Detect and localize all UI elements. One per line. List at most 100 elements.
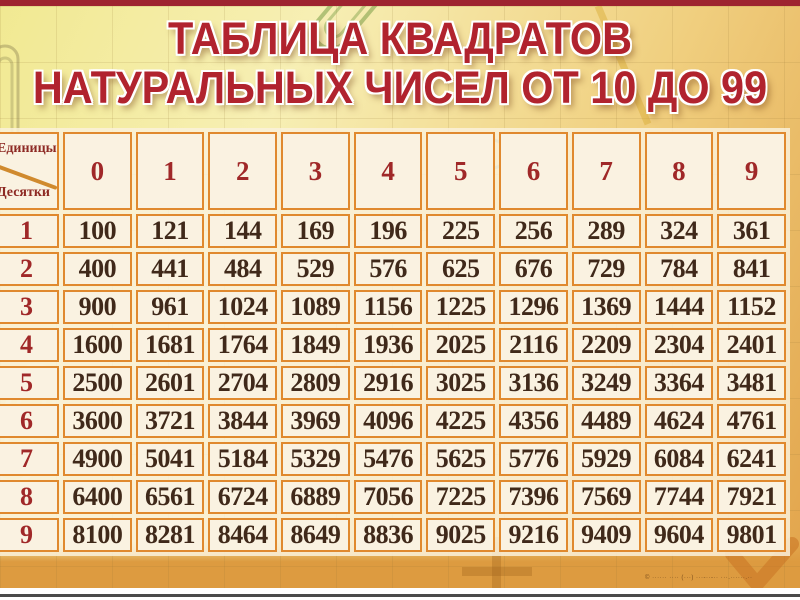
square-cell: 3025 — [426, 366, 496, 400]
square-cell: 1681 — [135, 328, 205, 362]
square-cell: 1444 — [644, 290, 714, 324]
square-cell: 8281 — [135, 518, 205, 552]
square-cell: 2209 — [571, 328, 641, 362]
square-cell: 625 — [426, 252, 496, 286]
square-cell: 7056 — [353, 480, 423, 514]
row-header-1: 1 — [0, 214, 59, 248]
square-cell: 5625 — [426, 442, 496, 476]
square-cell: 4489 — [571, 404, 641, 438]
square-cell: 1936 — [353, 328, 423, 362]
square-cell: 1156 — [353, 290, 423, 324]
col-header-6: 6 — [499, 132, 568, 210]
square-cell: 4225 — [426, 404, 496, 438]
square-cell: 7396 — [499, 480, 568, 514]
square-cell: 1024 — [208, 290, 278, 324]
row-header-4: 4 — [0, 328, 59, 362]
square-cell: 5329 — [281, 442, 350, 476]
square-cell: 484 — [208, 252, 278, 286]
square-cell: 5476 — [353, 442, 423, 476]
square-cell: 100 — [63, 214, 132, 248]
col-header-4: 4 — [353, 132, 423, 210]
square-cell: 4900 — [63, 442, 132, 476]
square-cell: 196 — [353, 214, 423, 248]
square-cell: 729 — [571, 252, 641, 286]
square-cell: 1225 — [426, 290, 496, 324]
bottom-border-line — [0, 594, 800, 597]
square-cell: 2116 — [499, 328, 568, 362]
square-cell: 1849 — [281, 328, 350, 362]
square-cell: 576 — [353, 252, 423, 286]
table-row: 4 1600 1681 1764 1849 1936 2025 2116 2209 2304 240… — [0, 328, 786, 362]
table-row: 8 6400 6561 6724 6889 7056 7225 7396 7569 7744 792… — [0, 480, 786, 514]
square-cell: 121 — [135, 214, 205, 248]
square-cell: 1152 — [717, 290, 786, 324]
square-cell: 5041 — [135, 442, 205, 476]
square-cell: 7225 — [426, 480, 496, 514]
square-cell: 9801 — [717, 518, 786, 552]
square-cell: 2601 — [135, 366, 205, 400]
row-header-5: 5 — [0, 366, 59, 400]
square-cell: 3844 — [208, 404, 278, 438]
square-cell: 9604 — [644, 518, 714, 552]
square-cell: 4096 — [353, 404, 423, 438]
square-cell: 361 — [717, 214, 786, 248]
square-cell: 4761 — [717, 404, 786, 438]
poster-background: ТАБЛИЦА КВАДРАТОВ НАТУРАЛЬНЫХ ЧИСЕЛ ОТ 1… — [0, 6, 800, 588]
square-cell: 5184 — [208, 442, 278, 476]
square-cell: 8100 — [63, 518, 132, 552]
table-row: 5 2500 2601 2704 2809 2916 3025 3136 3249 3364 348… — [0, 366, 786, 400]
col-header-0: 0 — [63, 132, 132, 210]
units-label: Единицы — [0, 141, 57, 156]
square-cell: 169 — [281, 214, 350, 248]
square-cell: 1369 — [571, 290, 641, 324]
square-cell: 2401 — [717, 328, 786, 362]
tens-label: Десятки — [0, 185, 50, 200]
square-cell: 2704 — [208, 366, 278, 400]
square-cell: 784 — [644, 252, 714, 286]
square-cell: 9025 — [426, 518, 496, 552]
square-cell: 900 — [63, 290, 132, 324]
square-cell: 7921 — [717, 480, 786, 514]
table-row: 3 900 961 1024 1089 1156 1225 1296 1369 1444 1152 — [0, 290, 786, 324]
square-cell: 225 — [426, 214, 496, 248]
square-cell: 4356 — [499, 404, 568, 438]
square-cell: 441 — [135, 252, 205, 286]
poster-title: ТАБЛИЦА КВАДРАТОВ НАТУРАЛЬНЫХ ЧИСЕЛ ОТ 1… — [0, 14, 800, 112]
table-row: 6 3600 3721 3844 3969 4096 4225 4356 4489 4624 476… — [0, 404, 786, 438]
row-header-2: 2 — [0, 252, 59, 286]
square-cell: 3600 — [63, 404, 132, 438]
col-header-1: 1 — [135, 132, 205, 210]
square-cell: 676 — [499, 252, 568, 286]
row-header-6: 6 — [0, 404, 59, 438]
table-row: 7 4900 5041 5184 5329 5476 5625 5776 5929 6084 624… — [0, 442, 786, 476]
square-cell: 3721 — [135, 404, 205, 438]
corner-cell: Единицы Десятки — [0, 132, 59, 210]
table-row: 9 8100 8281 8464 8649 8836 9025 9216 9409 9604 980… — [0, 518, 786, 552]
square-cell: 2304 — [644, 328, 714, 362]
row-header-9: 9 — [0, 518, 59, 552]
square-cell: 8464 — [208, 518, 278, 552]
col-header-5: 5 — [426, 132, 496, 210]
col-header-8: 8 — [644, 132, 714, 210]
square-cell: 9216 — [499, 518, 568, 552]
square-cell: 2809 — [281, 366, 350, 400]
square-cell: 6241 — [717, 442, 786, 476]
square-cell: 400 — [63, 252, 132, 286]
square-cell: 3364 — [644, 366, 714, 400]
square-cell: 1296 — [499, 290, 568, 324]
square-cell: 8836 — [353, 518, 423, 552]
square-cell: 3136 — [499, 366, 568, 400]
square-cell: 6889 — [281, 480, 350, 514]
row-header-7: 7 — [0, 442, 59, 476]
square-cell: 144 — [208, 214, 278, 248]
copyright-fineprint: © ······ ···· (···) ···-··-·· ···.······… — [645, 575, 753, 581]
row-header-8: 8 — [0, 480, 59, 514]
square-cell: 6561 — [135, 480, 205, 514]
table-row: 2 400 441 484 529 576 625 676 729 784 841 — [0, 252, 786, 286]
square-cell: 9409 — [571, 518, 641, 552]
square-cell: 1764 — [208, 328, 278, 362]
square-cell: 961 — [135, 290, 205, 324]
col-header-3: 3 — [281, 132, 350, 210]
